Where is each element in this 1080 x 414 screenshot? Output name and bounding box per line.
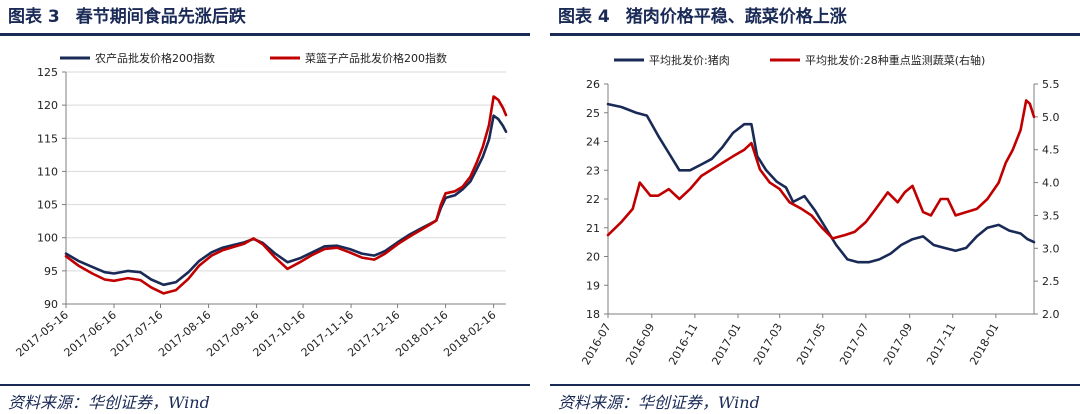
y2-tick-label: 2.0 (1042, 308, 1060, 321)
y-tick-label: 25 (586, 107, 600, 120)
y-tick-label: 95 (44, 265, 58, 278)
title-rule (550, 33, 1080, 36)
source-rule (550, 384, 1080, 386)
y-tick-label: 105 (37, 199, 58, 212)
y2-tick-label: 2.5 (1042, 275, 1060, 288)
series-line-2 (606, 99, 1036, 240)
source-rule (0, 384, 530, 386)
title-rule (0, 33, 530, 36)
source-note: 资料来源：华创证券，Wind (558, 393, 760, 412)
figure-title-text: 猪肉价格平稳、蔬菜价格上涨 (625, 7, 847, 27)
y-tick-label: 100 (37, 232, 58, 245)
series-line-1 (606, 102, 1036, 264)
y-tick-label: 115 (37, 132, 58, 145)
x-tick-label: 2018-01 (967, 321, 1001, 367)
y-tick-label: 24 (586, 136, 600, 149)
food-index-line-chart: 90951001051101151201252017-05-162017-06-… (14, 51, 508, 359)
figure-number: 图表 3 (8, 7, 60, 27)
legend-label: 农产品批发价格200指数 (95, 51, 215, 65)
y2-tick-label: 4.0 (1042, 177, 1060, 190)
y-tick-label: 120 (37, 99, 58, 112)
y-tick-label: 125 (37, 66, 58, 79)
y-tick-label: 110 (37, 165, 58, 178)
x-tick-label: 2017-09 (881, 321, 915, 367)
x-tick-label: 2017-03 (751, 321, 785, 367)
figure-panel-4: 图表 4 猪肉价格平稳、蔬菜价格上涨 18 19 20 21 22 23 24 25 26 2.0 2… (550, 0, 1080, 414)
figure-title: 图表 3 春节期间食品先涨后跌 (8, 4, 246, 30)
legend-label: 菜篮子产品批发价格200指数 (305, 51, 447, 65)
series-line-2 (64, 95, 508, 295)
x-tick-label: 2017-05 (794, 321, 828, 367)
x-tick-label: 2017-07 (837, 321, 871, 367)
y2-tick-label: 5.0 (1042, 111, 1060, 124)
legend-label: 平均批发价:猪肉 (649, 53, 730, 67)
figure-number: 图表 4 (558, 7, 610, 27)
y-tick-label: 23 (586, 164, 600, 177)
y-tick-label: 90 (44, 298, 58, 311)
x-tick-label: 2018-02-16 (441, 308, 498, 359)
y2-tick-label: 4.5 (1042, 144, 1060, 157)
y2-tick-label: 3.5 (1042, 209, 1060, 222)
y-tick-label: 21 (586, 222, 600, 235)
x-tick-label: 2016-07 (579, 321, 613, 367)
y-tick-label: 20 (586, 251, 600, 264)
y-tick-label: 19 (586, 279, 600, 292)
pork-vegetable-price-line-chart: 18 19 20 21 22 23 24 25 26 2.0 2.5 3.0 3.5 4.0 4.5 5.0 5… (579, 53, 1060, 367)
x-tick-label: 2017-01 (709, 321, 743, 367)
x-tick-label: 2017-11 (924, 321, 958, 367)
legend-label: 平均批发价:28种重点监测蔬菜(右轴) (805, 53, 985, 67)
figure-title: 图表 4 猪肉价格平稳、蔬菜价格上涨 (558, 4, 847, 30)
source-note: 资料来源：华创证券，Wind (8, 393, 210, 412)
y-tick-label: 22 (586, 193, 600, 206)
x-tick-label: 2016-09 (623, 321, 657, 367)
x-tick-label: 2016-11 (666, 321, 700, 367)
y2-tick-label: 5.5 (1042, 78, 1060, 91)
series-line-1 (64, 114, 508, 287)
figure-panel-3: 图表 3 春节期间食品先涨后跌 90 95 100 105 110 115 120 125 201… (0, 0, 530, 414)
y2-tick-label: 3.0 (1042, 242, 1060, 255)
y-tick-label: 18 (586, 308, 600, 321)
figure-title-text: 春节期间食品先涨后跌 (75, 7, 246, 27)
y-tick-label: 26 (586, 78, 600, 91)
